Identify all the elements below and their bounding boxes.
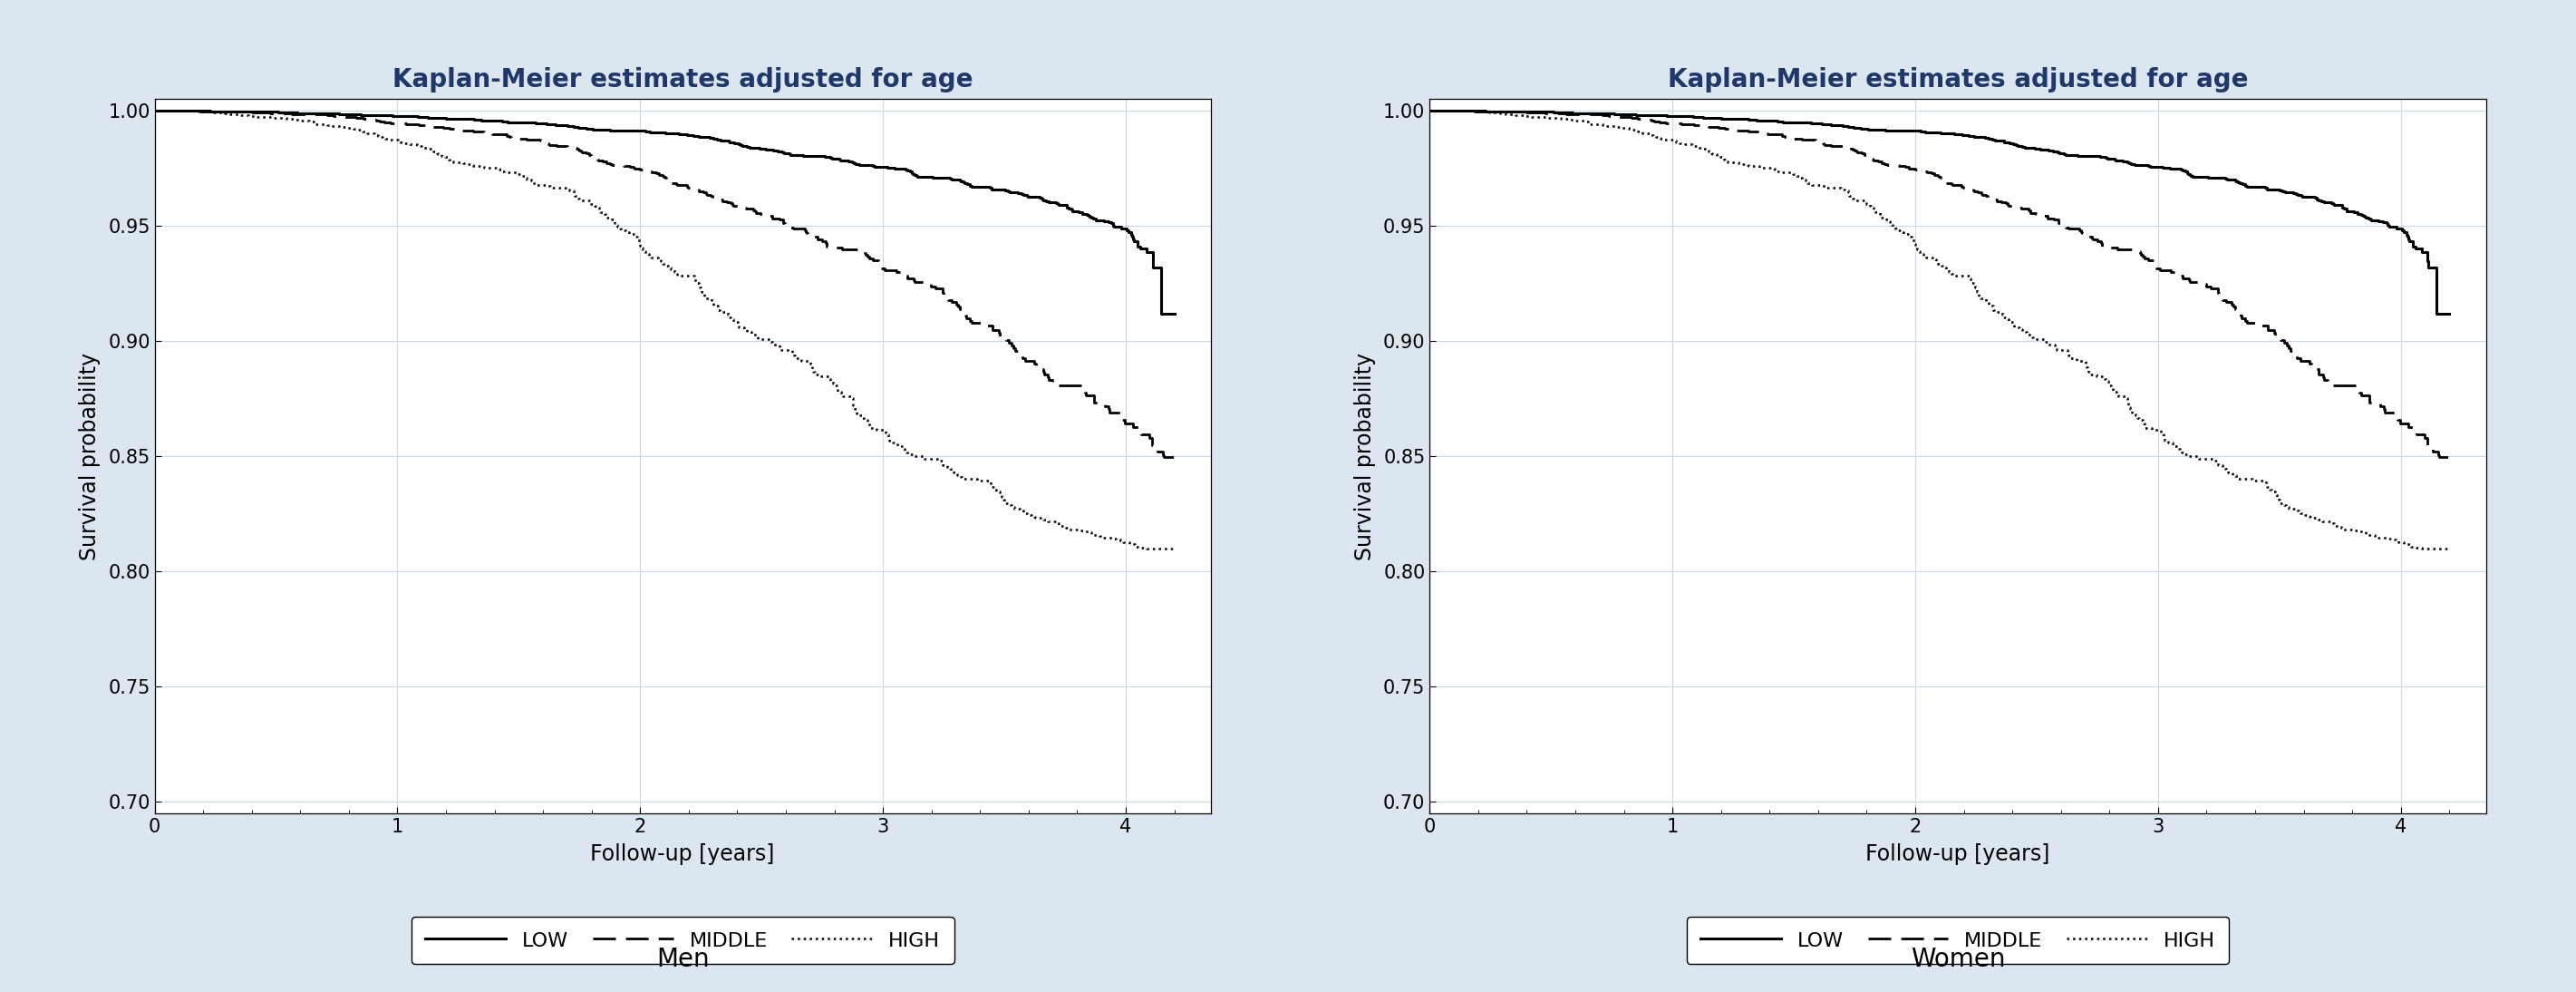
Legend: LOW, MIDDLE, HIGH: LOW, MIDDLE, HIGH: [1687, 917, 2228, 964]
Text: Women: Women: [1911, 946, 2004, 972]
Y-axis label: Survival probability: Survival probability: [80, 352, 100, 560]
X-axis label: Follow-up [years]: Follow-up [years]: [590, 843, 775, 865]
Title: Kaplan-Meier estimates adjusted for age: Kaplan-Meier estimates adjusted for age: [392, 66, 974, 92]
Text: Men: Men: [657, 946, 708, 972]
X-axis label: Follow-up [years]: Follow-up [years]: [1865, 843, 2050, 865]
Title: Kaplan-Meier estimates adjusted for age: Kaplan-Meier estimates adjusted for age: [1667, 66, 2249, 92]
Legend: LOW, MIDDLE, HIGH: LOW, MIDDLE, HIGH: [412, 917, 953, 964]
Y-axis label: Survival probability: Survival probability: [1355, 352, 1376, 560]
